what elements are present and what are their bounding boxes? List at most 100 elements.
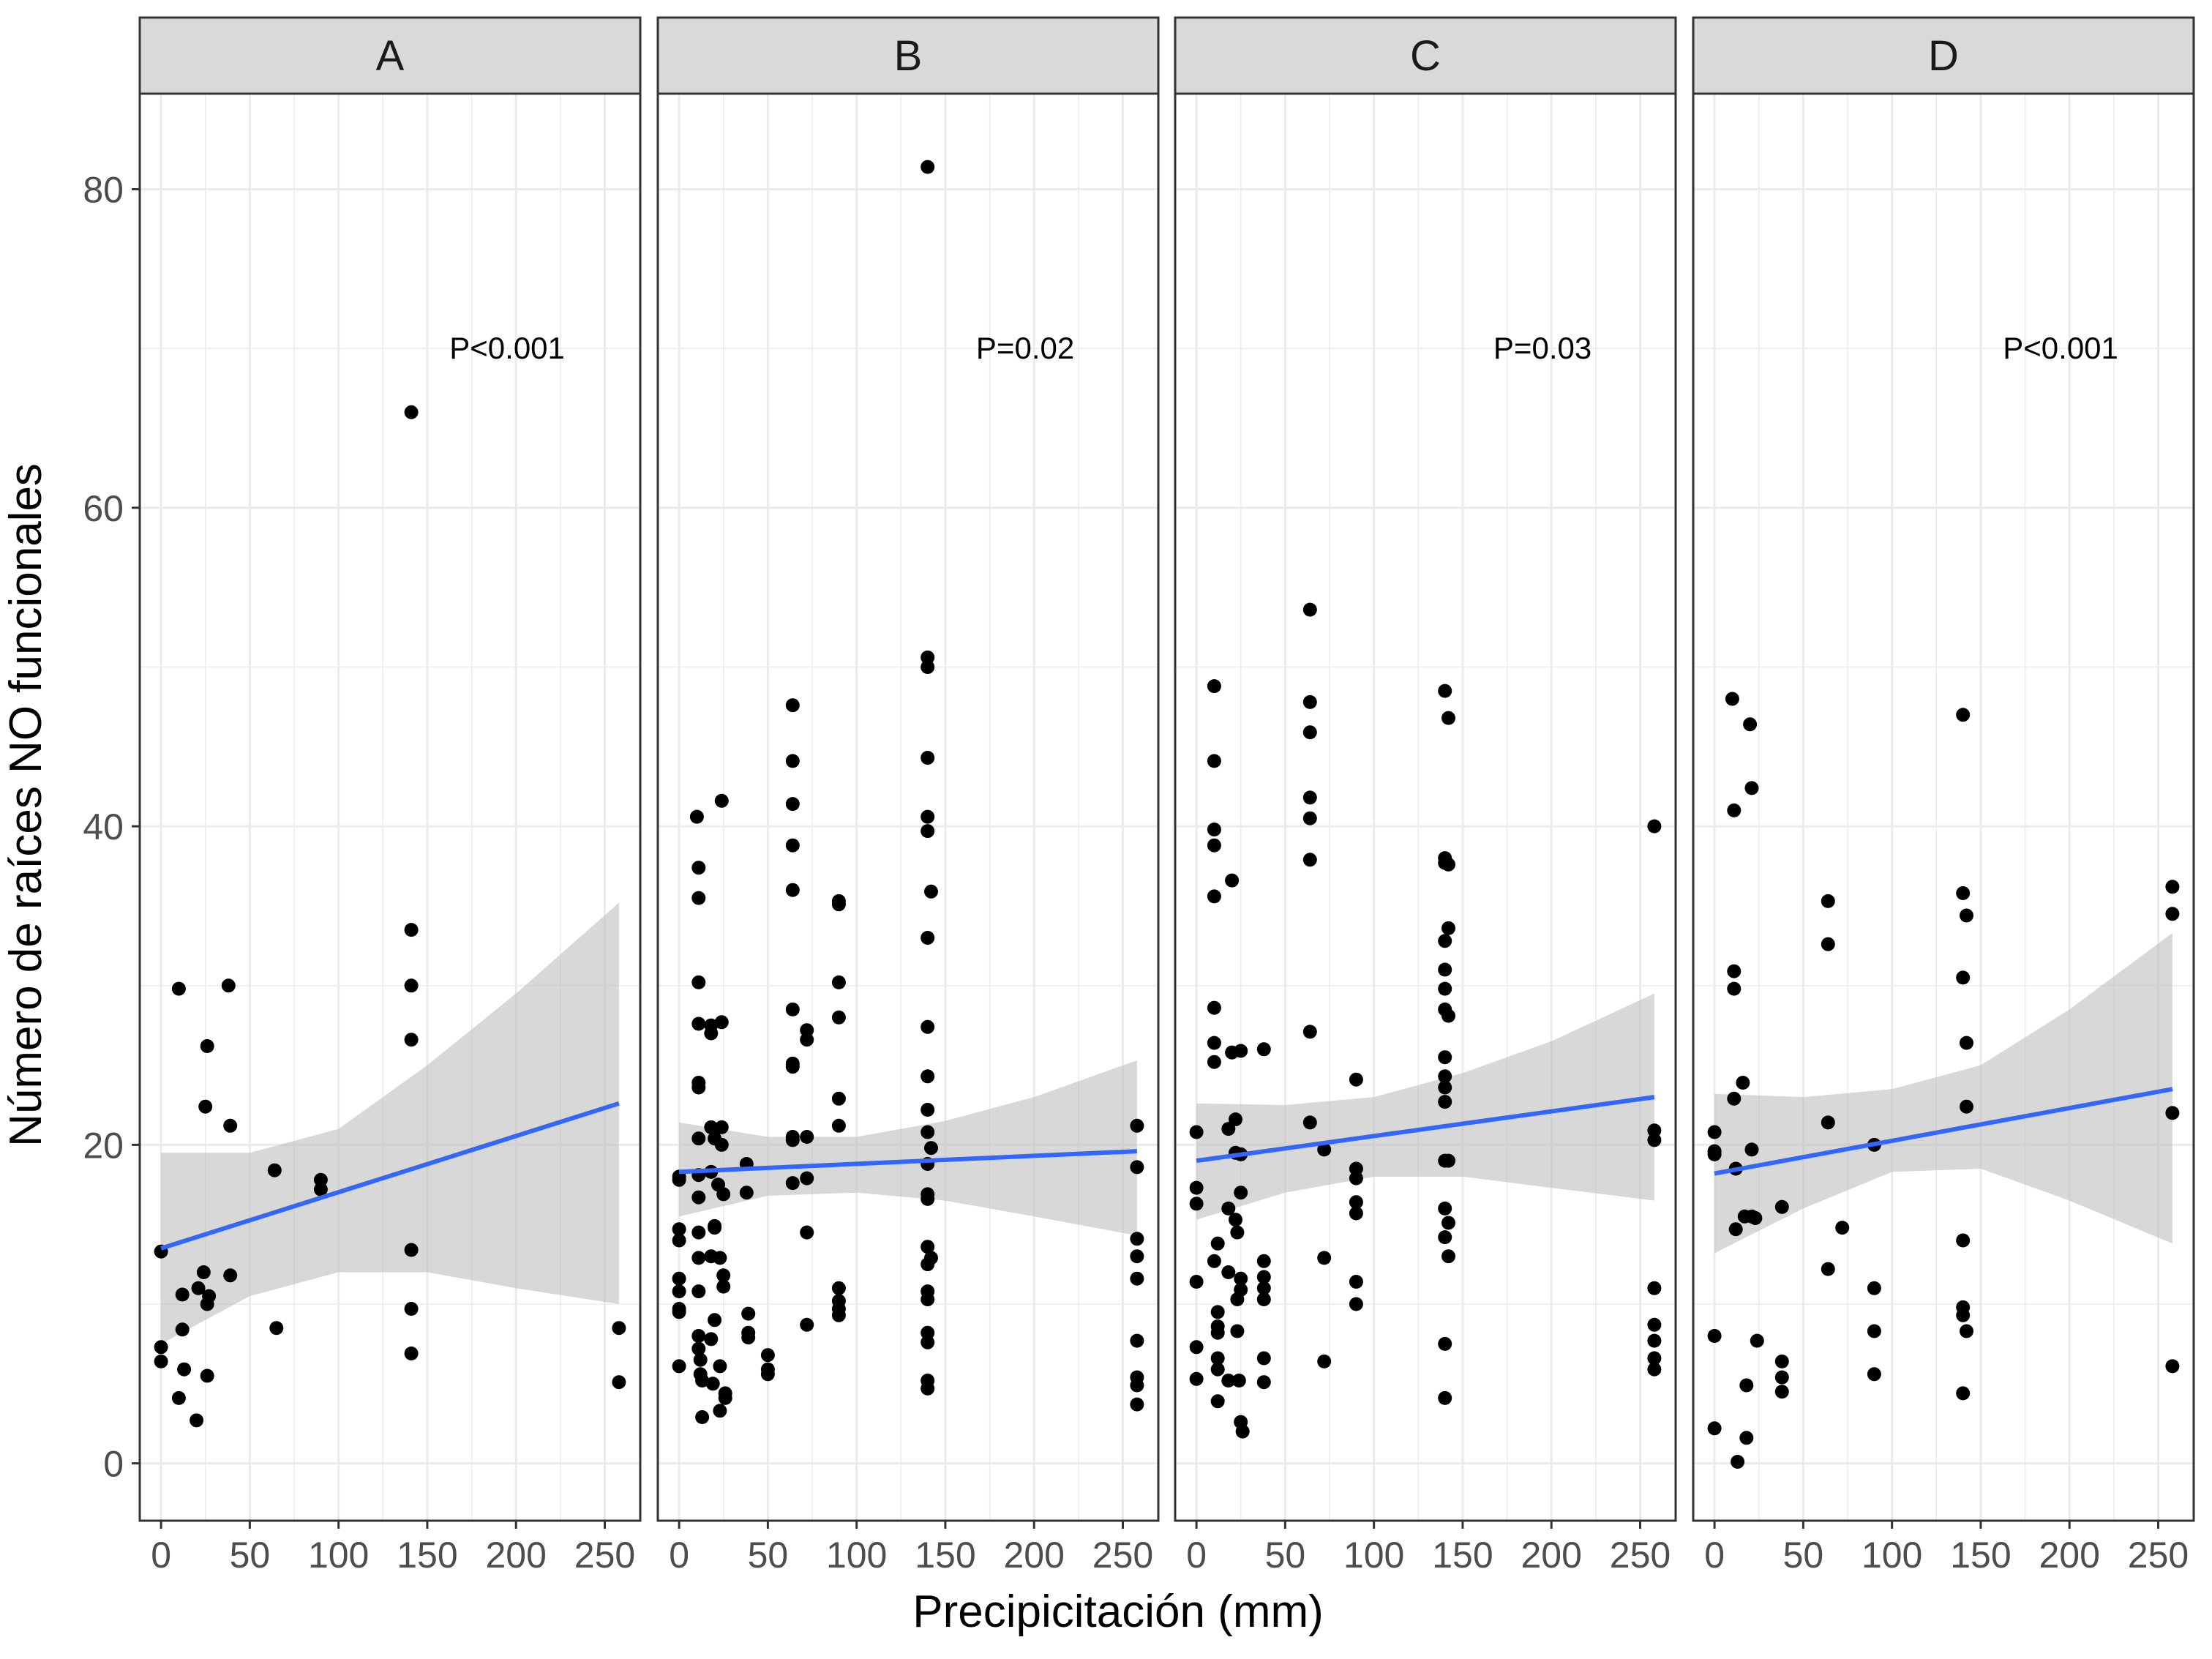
data-point [1438, 981, 1452, 996]
data-point [921, 1125, 935, 1139]
p-value-annotation: P=0.02 [976, 331, 1074, 365]
data-point [691, 1251, 706, 1265]
panel-a: P<0.001 A 0 50 100 150 200 250 [138, 16, 642, 1576]
data-point [921, 824, 935, 839]
data-point [267, 1163, 282, 1177]
x-tick-label: 200 [1003, 1535, 1064, 1576]
data-point [689, 809, 704, 824]
data-point [1647, 1351, 1662, 1366]
data-point [831, 1281, 846, 1295]
x-tick-label: 50 [1783, 1535, 1824, 1576]
data-point [1438, 1095, 1452, 1109]
data-point [785, 797, 800, 812]
data-point [1221, 1265, 1236, 1279]
data-point [1207, 1055, 1221, 1069]
data-point [1438, 684, 1452, 698]
data-point [1256, 1254, 1271, 1268]
data-point [1235, 1424, 1250, 1439]
data-point [1207, 1000, 1221, 1015]
data-point [1256, 1351, 1271, 1366]
data-point [921, 660, 935, 674]
data-point [741, 1306, 756, 1321]
data-point [785, 1002, 800, 1016]
y-tick-label: 60 [83, 488, 124, 529]
data-point [672, 1271, 686, 1286]
data-point [1229, 1213, 1242, 1227]
data-point [1960, 1036, 1973, 1050]
data-point [1130, 1249, 1144, 1264]
data-point [785, 698, 800, 713]
data-point [1302, 811, 1317, 825]
data-point [1349, 1206, 1363, 1221]
data-point [1956, 1386, 1971, 1401]
data-point [1960, 908, 1973, 923]
data-point [1210, 1325, 1225, 1340]
data-point [785, 754, 800, 768]
y-tick-label: 80 [83, 170, 124, 211]
data-point [713, 1251, 727, 1265]
data-point [1750, 1333, 1764, 1348]
regression-line [678, 1149, 1138, 1175]
data-point [612, 1321, 626, 1336]
data-point [1302, 790, 1317, 805]
data-point [1821, 937, 1835, 951]
data-point [1956, 970, 1971, 985]
data-point [704, 1026, 719, 1041]
data-point [313, 1172, 328, 1187]
y-axis: 0 20 40 60 80 [83, 170, 140, 1485]
data-point [921, 1325, 935, 1340]
p-value-annotation: P<0.001 [2003, 331, 2118, 365]
data-point [1234, 1282, 1248, 1297]
data-point [716, 1279, 731, 1294]
data-point [921, 1191, 935, 1206]
data-point [1744, 781, 1759, 795]
data-point [691, 1016, 706, 1031]
data-point [1727, 803, 1742, 817]
data-point [1821, 1262, 1835, 1276]
data-point [760, 1348, 775, 1363]
data-point [1349, 1195, 1363, 1210]
x-axis-label: Precipicitación (mm) [912, 1587, 1324, 1637]
data-point [1438, 962, 1452, 977]
data-point [1189, 1371, 1204, 1386]
data-point [1302, 725, 1317, 740]
data-point [714, 1137, 729, 1152]
data-point [1647, 1133, 1662, 1147]
data-point [1441, 711, 1455, 725]
data-point [404, 1347, 419, 1360]
data-point [739, 1186, 754, 1200]
y-axis-label: Número de raíces NO funcionales [1, 463, 51, 1147]
data-point [1438, 1050, 1452, 1065]
data-point [1739, 1378, 1754, 1393]
facet-strip [656, 16, 1160, 95]
y-tick-label: 40 [83, 806, 124, 847]
panel-background [1693, 94, 2194, 1521]
data-point [2165, 1359, 2180, 1374]
data-point [1207, 754, 1221, 768]
data-point [1441, 1153, 1455, 1168]
data-point [921, 1103, 935, 1117]
data-point [672, 1284, 686, 1299]
data-point [1821, 894, 1835, 908]
data-point [1744, 1142, 1759, 1157]
data-point [1221, 1201, 1236, 1216]
data-point [924, 1251, 938, 1265]
data-point [1725, 692, 1739, 706]
data-point [198, 1099, 213, 1114]
data-point [800, 1317, 814, 1332]
data-point [1349, 1171, 1363, 1186]
x-tick-label: 200 [2039, 1535, 2099, 1576]
x-tick-label: 0 [151, 1535, 171, 1576]
data-point [672, 1305, 686, 1319]
data-point [716, 1268, 731, 1283]
data-point [269, 1321, 284, 1336]
facet-strip [1692, 16, 2195, 95]
data-point [691, 891, 706, 905]
data-point [1234, 1271, 1248, 1286]
x-tick-label: 250 [574, 1535, 635, 1576]
data-point [1210, 1362, 1225, 1377]
data-point [1207, 838, 1221, 853]
data-point [223, 1118, 238, 1133]
regression-line [1196, 1095, 1655, 1164]
data-point [1743, 717, 1758, 732]
